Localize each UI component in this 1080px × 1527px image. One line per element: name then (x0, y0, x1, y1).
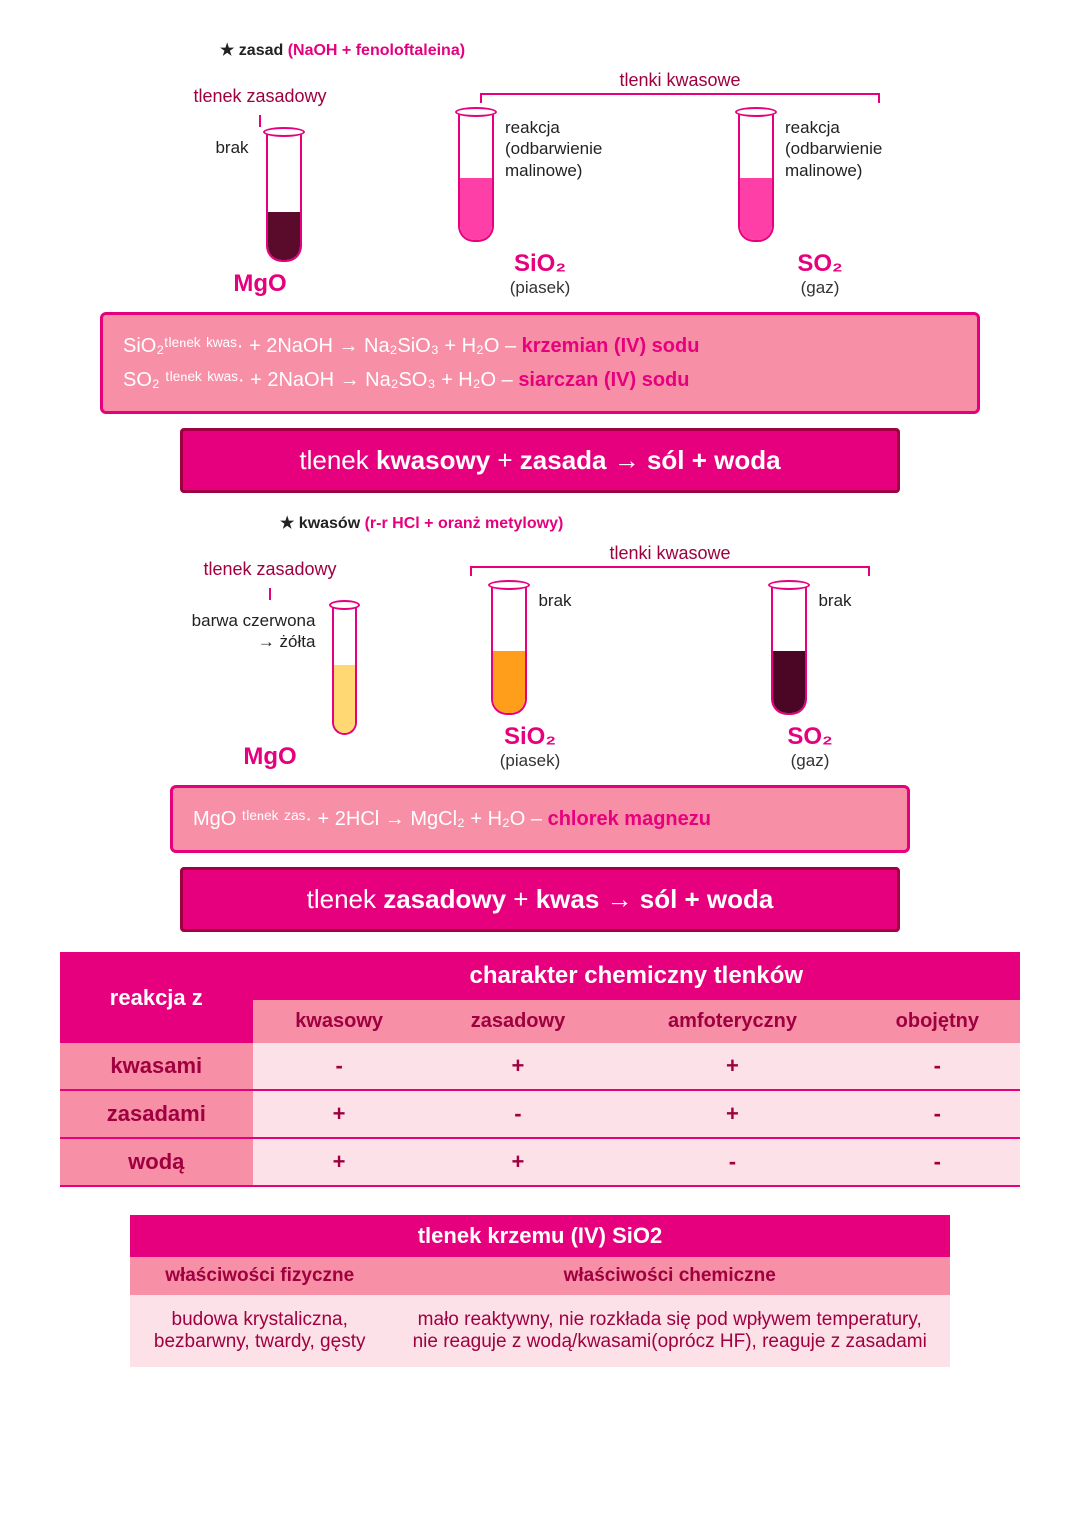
heading-kwasow: ★ kwasów (r-r HCl + oranż metylowy) (280, 513, 1020, 533)
cell: + (426, 1138, 611, 1186)
section-zasad: ★ zasad (NaOH + fenoloftaleina) tlenek z… (60, 40, 1020, 493)
tube-col-0: barwa czerwona → żółta MgO (180, 600, 360, 771)
col-head: obojętny (855, 1000, 1020, 1043)
col-head: właściwości chemiczne (389, 1257, 950, 1295)
col-head: kwasowy (253, 1000, 426, 1043)
col-head: właściwości fizyczne (130, 1257, 389, 1295)
cell: + (253, 1138, 426, 1186)
row-head: zasadami (60, 1090, 253, 1138)
cell: - (610, 1138, 854, 1186)
cell: - (253, 1043, 426, 1090)
tube-note: (gaz) (791, 751, 830, 771)
tube-note: (piasek) (500, 751, 560, 771)
tube-sidetext: brak (538, 590, 571, 611)
table-row: wodą + + - - (60, 1138, 1020, 1186)
cell: + (610, 1043, 854, 1090)
test-tube-icon (263, 127, 305, 262)
tube-note: (gaz) (801, 278, 840, 298)
tube-sidetext: reakcja (odbarwienie malinowe) (505, 117, 625, 181)
tube-formula: MgO (243, 743, 296, 771)
cell: + (610, 1090, 854, 1138)
cell: budowa krystaliczna, bezbarwny, twardy, … (130, 1295, 389, 1367)
heading-zasad: ★ zasad (NaOH + fenoloftaleina) (220, 40, 1020, 60)
row-head: kwasami (60, 1043, 253, 1090)
test-tube-icon (455, 107, 497, 242)
tube-sidetext: brak (215, 137, 248, 158)
experiment-row-2: tlenek zasadowy barwa czerwona → żółta M… (60, 543, 1020, 771)
sio2-table: tlenek krzemu (IV) SiO2 właściwości fizy… (130, 1215, 950, 1367)
group-acid-oxides: tlenki kwasowe reakcja (odbarwienie mali… (450, 70, 910, 298)
table-row: zasadami + - + - (60, 1090, 1020, 1138)
group-acid-oxides: tlenki kwasowe brak SiO₂ (piasek) (440, 543, 900, 771)
tube-formula: SiO₂ (504, 723, 556, 751)
rule-banner-1: tlenek kwasowy + zasada → sól + woda (180, 428, 900, 493)
tube-col-1: brak SiO₂ (piasek) (440, 580, 620, 771)
tube-col-0: brak MgO (170, 127, 350, 298)
test-tube-icon (488, 580, 530, 715)
tube-col-2: reakcja (odbarwienie malinowe) SO₂ (gaz) (730, 107, 910, 298)
group-label: tlenek zasadowy (180, 559, 360, 580)
tube-col-1: reakcja (odbarwienie malinowe) SiO₂ (pia… (450, 107, 630, 298)
test-tube-icon (329, 600, 360, 735)
sio2-title: tlenek krzemu (IV) SiO2 (130, 1215, 950, 1257)
table-row: kwasami - + + - (60, 1043, 1020, 1090)
rule-banner-2: tlenek zasadowy + kwas → sól + woda (180, 867, 900, 932)
test-tube-icon (735, 107, 777, 242)
cell: + (426, 1043, 611, 1090)
tube-formula: SiO₂ (514, 250, 566, 278)
tube-formula: SO₂ (797, 250, 842, 278)
group-label: tlenki kwasowe (440, 543, 900, 564)
section-kwasow: ★ kwasów (r-r HCl + oranż metylowy) tlen… (60, 513, 1020, 932)
tube-sidetext: brak (818, 590, 851, 611)
tube-col-2: brak SO₂ (gaz) (720, 580, 900, 771)
group-basic-oxide: tlenek zasadowy barwa czerwona → żółta M… (180, 559, 360, 771)
cell: - (855, 1138, 1020, 1186)
col-head: zasadowy (426, 1000, 611, 1043)
tube-note: (piasek) (510, 278, 570, 298)
cell: - (426, 1090, 611, 1138)
reaction-box-2: MgO ᵗˡᵉⁿᵉᵏ ᶻᵃˢ· + 2HCl → MgCl₂ + H₂O – c… (170, 785, 910, 853)
col-head: amfoteryczny (610, 1000, 854, 1043)
heading-accent: (r-r HCl + oranż metylowy) (365, 515, 564, 532)
table-corner: reakcja z (60, 952, 253, 1043)
reaction-line: SiO₂ᵗˡᵉⁿᵉᵏ ᵏʷᵃˢ· + 2NaOH → Na₂SiO₃ + H₂O… (123, 329, 957, 363)
group-basic-oxide: tlenek zasadowy brak MgO (170, 86, 350, 298)
cell: mało reaktywny, nie rozkłada się pod wpł… (389, 1295, 950, 1367)
reaction-line: MgO ᵗˡᵉⁿᵉᵏ ᶻᵃˢ· + 2HCl → MgCl₂ + H₂O – c… (193, 802, 887, 836)
reaction-line: SO₂ ᵗˡᵉⁿᵉᵏ ᵏʷᵃˢ· + 2NaOH → Na₂SO₃ + H₂O … (123, 363, 957, 397)
table-title: charakter chemiczny tlenków (253, 952, 1020, 1000)
tube-formula: SO₂ (787, 723, 832, 751)
tube-formula: MgO (233, 270, 286, 298)
experiment-row-1: tlenek zasadowy brak MgO tlenki kwasowe (60, 70, 1020, 298)
row-head: wodą (60, 1138, 253, 1186)
test-tube-icon (768, 580, 810, 715)
cell: - (855, 1090, 1020, 1138)
heading-prefix: ★ zasad (220, 42, 288, 59)
tube-sidetext: barwa czerwona → żółta (180, 610, 315, 653)
tube-sidetext: reakcja (odbarwienie malinowe) (785, 117, 905, 181)
heading-accent: (NaOH + fenoloftaleina) (288, 42, 465, 59)
cell: + (253, 1090, 426, 1138)
heading-prefix: ★ kwasów (280, 515, 365, 532)
cell: - (855, 1043, 1020, 1090)
group-label: tlenki kwasowe (450, 70, 910, 91)
character-table: reakcja z charakter chemiczny tlenków kw… (60, 952, 1020, 1187)
reaction-box-1: SiO₂ᵗˡᵉⁿᵉᵏ ᵏʷᵃˢ· + 2NaOH → Na₂SiO₃ + H₂O… (100, 312, 980, 414)
group-label: tlenek zasadowy (170, 86, 350, 107)
